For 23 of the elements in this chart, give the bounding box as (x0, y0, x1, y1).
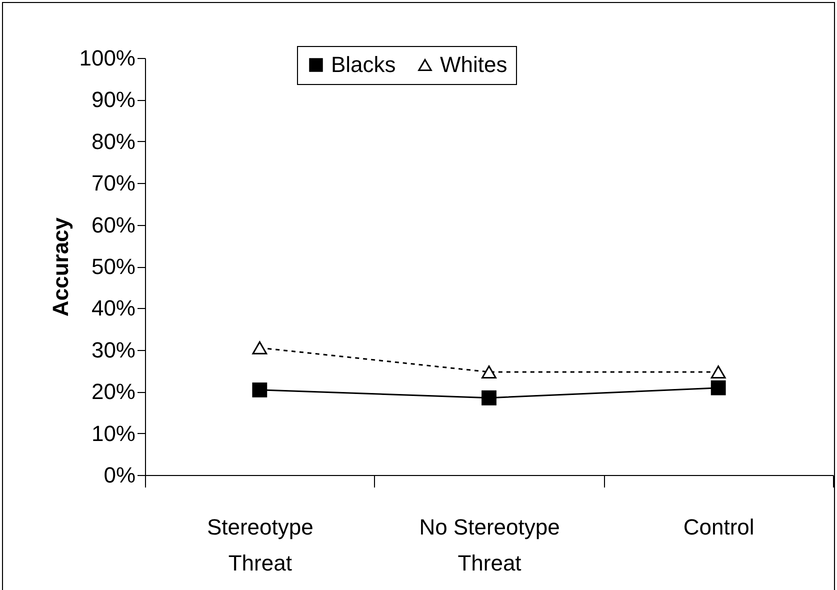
y-axis-title: Accuracy (48, 216, 74, 317)
legend-label: Whites (440, 52, 508, 77)
y-tick-label: 40% (91, 296, 136, 321)
y-tick-label: 60% (91, 212, 136, 238)
y-tick-label: 90% (91, 87, 136, 112)
y-tick-label: 30% (91, 337, 136, 362)
point (252, 341, 268, 354)
point (710, 380, 726, 396)
y-tick-label: 100% (79, 46, 136, 70)
y-tick-label: 70% (91, 170, 136, 196)
point (252, 382, 268, 398)
point (482, 390, 496, 406)
y-tick-label: 80% (91, 128, 136, 154)
y-tick-label: 0% (104, 462, 136, 488)
point (482, 365, 496, 379)
x-tick-label: No Stereotype Threat (419, 514, 560, 576)
y-tick-label: 50% (91, 254, 136, 279)
legend-label: Blacks (331, 52, 396, 77)
point (710, 365, 726, 379)
y-tick-label: 10% (91, 420, 136, 446)
y-tick-label: 20% (91, 379, 136, 404)
x-tick-label: Stereotype Threat (206, 514, 314, 576)
x-tick-label: Control (683, 514, 754, 540)
